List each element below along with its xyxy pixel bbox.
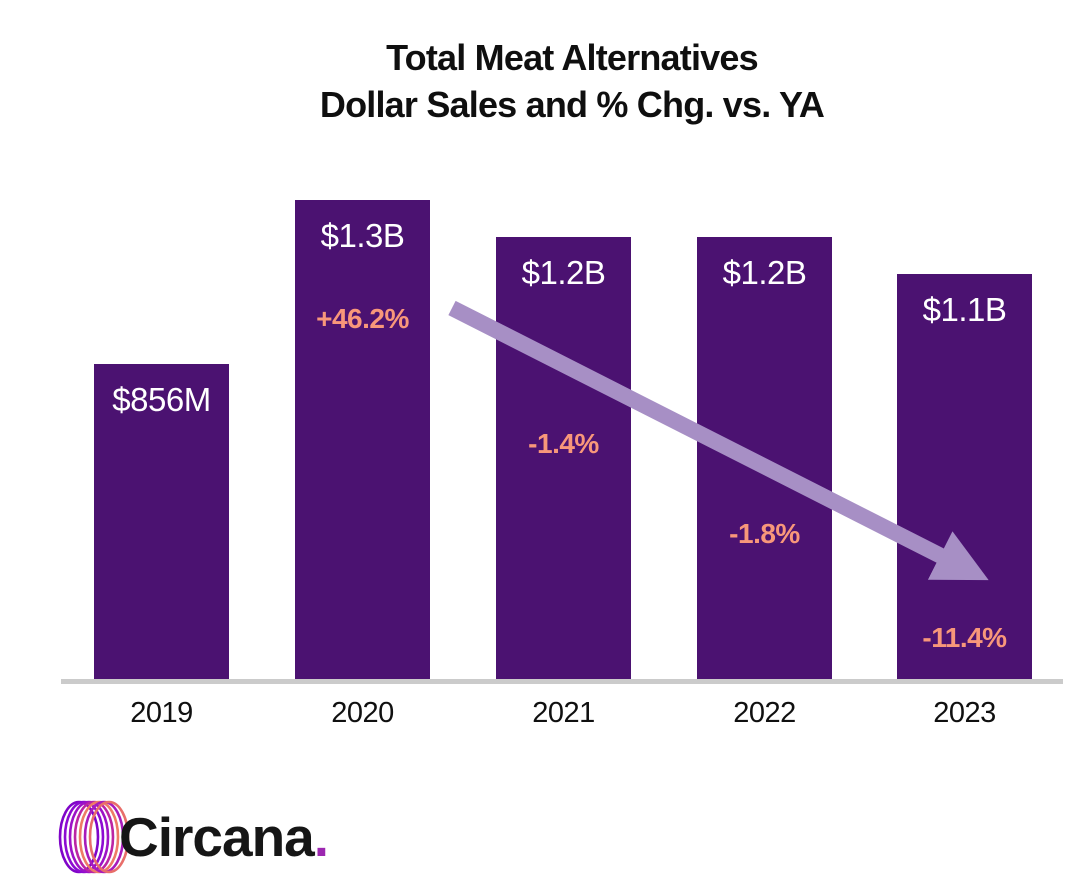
x-tick-2021: 2021 xyxy=(532,697,595,729)
circana-logo-text: Circana. xyxy=(119,789,329,885)
circana-logo-dot: . xyxy=(313,806,329,868)
circana-logo: Circana. xyxy=(55,789,329,885)
bar-2020-pct-label: +46.2% xyxy=(316,303,409,334)
bar-2020: $1.3B +46.2% xyxy=(295,200,430,681)
chart-title-line1: Total Meat Alternatives xyxy=(386,37,759,78)
x-tick-2020: 2020 xyxy=(331,697,394,729)
bar-2019-value-label: $856M xyxy=(112,381,211,418)
bar-2022-value-label: $1.2B xyxy=(722,254,807,291)
bar-2023-value-label: $1.1B xyxy=(922,291,1007,328)
bar-2022: $1.2B -1.8% xyxy=(697,237,832,681)
bar-2021: $1.2B -1.4% xyxy=(496,237,631,681)
bar-2021-value-label: $1.2B xyxy=(521,254,606,291)
x-tick-2019: 2019 xyxy=(130,697,193,729)
circana-logo-mark-icon xyxy=(58,800,130,874)
bar-2023: $1.1B -11.4% xyxy=(897,274,1032,681)
bar-2023-pct-label: -11.4% xyxy=(922,622,1007,653)
chart-title-line2: Dollar Sales and % Chg. vs. YA xyxy=(319,84,825,125)
x-tick-2023: 2023 xyxy=(933,697,996,729)
bar-2021-pct-label: -1.4% xyxy=(528,428,599,459)
bar-2022-pct-label: -1.8% xyxy=(729,518,800,549)
circana-logo-wordmark: Circana xyxy=(119,806,315,868)
bar-2020-value-label: $1.3B xyxy=(320,217,405,254)
chart-title: Total Meat Alternatives Dollar Sales and… xyxy=(0,34,1072,128)
bar-2019: $856M xyxy=(94,364,229,681)
x-axis-line xyxy=(61,679,1063,684)
x-tick-2022: 2022 xyxy=(733,697,796,729)
